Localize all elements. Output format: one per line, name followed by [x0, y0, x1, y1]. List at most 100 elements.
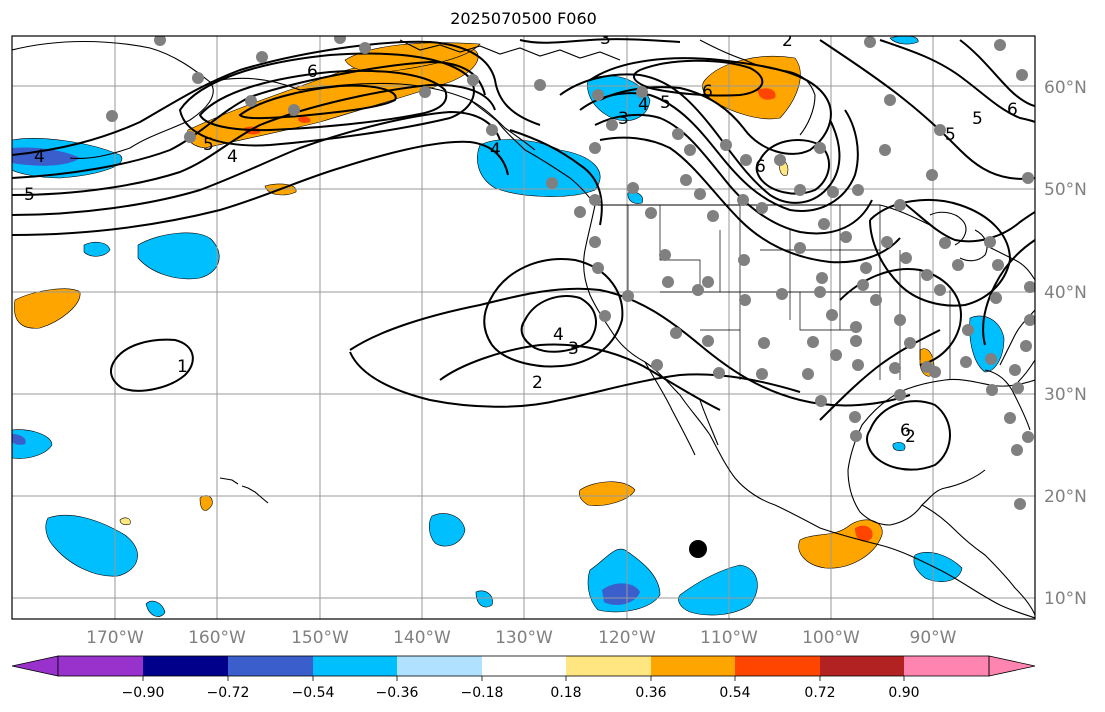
colorbar-max-extend [988, 655, 1036, 677]
contour-ridge-east-3 [819, 329, 941, 421]
colorbar: −0.90 −0.72 −0.54 −0.36 −0.18 0.18 0.36 … [11, 655, 1036, 701]
lon-label: 120°W [598, 628, 656, 648]
colorbar-segment [143, 656, 228, 676]
colorbar-segment [228, 656, 313, 676]
colorbar-tick-label: −0.18 [461, 685, 504, 701]
baja-peninsula [644, 361, 719, 456]
colorbar-tick-label: 0.18 [550, 685, 581, 701]
contour-loop-alaska [178, 52, 475, 147]
lon-label: 100°W [802, 628, 860, 648]
contour-4-loop [520, 295, 597, 353]
contour-label: 4 [490, 140, 501, 160]
central-america [921, 504, 1035, 616]
red-spot-gulf-2 [298, 116, 311, 123]
lat-label: 30°N [1044, 385, 1087, 405]
navy-spot-hawaii-w [12, 434, 26, 445]
lon-label: 170°W [86, 628, 144, 648]
contour-label: 6 [1007, 100, 1018, 120]
latitude-labels: 60°N 50°N 40°N 30°N 20°N 10°N [1044, 78, 1087, 609]
lon-label: 160°W [188, 628, 246, 648]
lat-label: 20°N [1044, 487, 1087, 507]
contour-label: 2 [532, 373, 543, 393]
contour-east-4 [819, 39, 1035, 180]
contour-label: 4 [227, 147, 238, 167]
contour-label: 5 [203, 135, 214, 155]
blue-region-160w [137, 232, 220, 280]
us-state-lines [627, 205, 951, 380]
blue-spot-160w-8n [145, 600, 166, 617]
contour-gulf-low [866, 400, 951, 471]
contour-ridge-east-2 [839, 268, 962, 366]
contour-closed-6-hudson [633, 59, 764, 97]
great-lakes [929, 211, 988, 262]
colorbar-segment [651, 656, 735, 676]
florida [984, 359, 1035, 431]
contour-inner-3 [12, 140, 509, 236]
contour-east-loop [869, 199, 1012, 307]
contour-2-low [439, 343, 721, 411]
contour-label: 6 [702, 82, 713, 102]
map-title: 2025070500 F060 [450, 9, 597, 28]
longitude-labels: 170°W 160°W 150°W 140°W 130°W 120°W 110°… [86, 628, 957, 648]
contour-east-5 [879, 39, 1035, 123]
contour-east-6 [959, 39, 1035, 107]
colorbar-segment [735, 656, 820, 676]
contour-ridge-hudson-4 [599, 136, 901, 264]
contour-3-loop [483, 258, 624, 368]
colorbar-tick-label: −0.90 [122, 685, 165, 701]
colorbar-tick-label: 0.90 [888, 685, 919, 701]
black-marker [689, 540, 707, 558]
colorbar-outline [57, 655, 990, 677]
station-markers [106, 36, 1035, 510]
contour-ridge-east-4 [982, 239, 1035, 346]
colorbar-tick-label: 0.36 [635, 685, 666, 701]
contour-2-trough [349, 287, 911, 407]
blue-region-175w [83, 241, 111, 257]
contour-label: 4 [34, 147, 45, 167]
lat-label: 10°N [1044, 589, 1087, 609]
contour-label: 1 [177, 357, 188, 377]
gulf-coast [847, 378, 1035, 526]
lat-label: 60°N [1044, 78, 1087, 98]
contour-loop-sk [755, 139, 830, 195]
contour-inner-2 [12, 110, 501, 216]
lon-label: 110°W [700, 628, 758, 648]
red-spot-mexico [855, 525, 873, 542]
colorbar-segment [904, 656, 989, 676]
orange-region-160w-40n [14, 288, 81, 329]
contour-label: 4 [638, 95, 649, 115]
colorbar-segment [397, 656, 482, 676]
contour-5-west [12, 40, 541, 156]
contour-loop-6 [238, 84, 397, 120]
contour-label: 5 [972, 109, 983, 129]
colorbar-tick-label: −0.72 [207, 685, 250, 701]
lon-label: 90°W [910, 628, 957, 648]
lon-label: 140°W [393, 628, 451, 648]
map-area: 3 2 6 5 4 3 4 5 6 5 6 5 4 4 5 6 1 4 3 2 … [12, 29, 1035, 619]
colorbar-min-extend [11, 655, 59, 677]
contour-label: 6 [307, 62, 318, 82]
lon-label: 130°W [495, 628, 553, 648]
lat-label: 40°N [1044, 283, 1087, 303]
contour-ridge-hudson-1 [559, 73, 841, 204]
contour-label: 6 [755, 157, 766, 177]
contour-label: 6 [900, 421, 911, 441]
blue-region-135w [429, 513, 466, 547]
hawaii-islands [219, 477, 269, 504]
coastlines [12, 39, 1035, 619]
contour-label: 3 [600, 29, 611, 49]
contour-loop-alaska-inner [198, 69, 448, 132]
royal-core-120w [602, 583, 640, 605]
blue-region-honduras [913, 552, 963, 582]
blue-region-bc-coast [477, 139, 601, 197]
colorbar-tick-label: 0.72 [804, 685, 835, 701]
lon-label: 150°W [291, 628, 349, 648]
colorbar-segment [566, 656, 651, 676]
contour-label: 3 [568, 339, 579, 359]
blue-region-110w-10n [678, 564, 758, 616]
blue-spot-132w [475, 590, 493, 608]
contour-3-north [519, 38, 681, 44]
colorbar-tick-label: 0.54 [719, 685, 750, 701]
mexico-pacific-coast [774, 504, 1035, 619]
